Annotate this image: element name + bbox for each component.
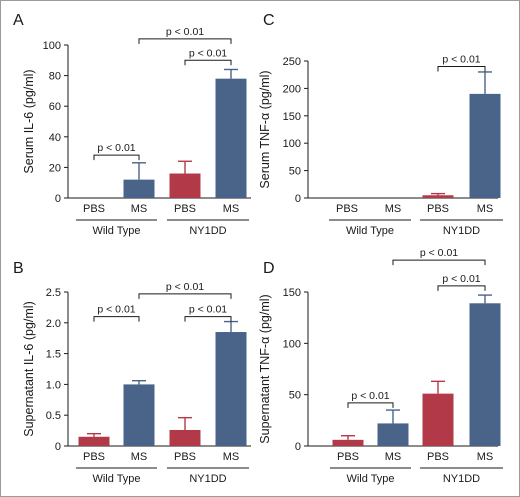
panel-a-significance-bracket [93, 154, 140, 161]
panel-a-category-label: MS [131, 203, 148, 215]
panel-d-category-label: MS [385, 451, 402, 463]
panel-c-bar-3 [422, 195, 454, 198]
panel-b-category-label: MS [131, 451, 148, 463]
panel-c-group-label: Wild Type [346, 225, 394, 237]
panel-b-significance-label: p < 0.01 [166, 281, 204, 293]
panel-a-y-tick-label: 20 [49, 162, 61, 174]
panel-d-bar-4 [469, 303, 501, 446]
panel-b-y-tick-label: 1.0 [46, 379, 61, 391]
panel-c-category-label: MS [477, 203, 494, 215]
panel-c-y-tick-label: 100 [283, 138, 301, 150]
panel-d-letter: D [263, 260, 275, 277]
panel-a-bar-2 [123, 179, 155, 198]
panel-a-group-label: Wild Type [92, 225, 140, 237]
panel-c-y-axis-label: Serum TNF-α (pg/ml) [258, 70, 272, 188]
panel-a-significance-bracket [184, 59, 232, 66]
panel-c-y-tick-label: 0 [295, 193, 301, 205]
panel-d-bar-2 [377, 423, 409, 446]
panel-a-significance-bracket [138, 38, 232, 44]
panel-d-category-label: PBS [337, 451, 359, 463]
panel-d-group-label: Wild Type [346, 473, 394, 485]
panel-d-significance-bracket [392, 259, 486, 266]
panel-b-significance-bracket [138, 293, 232, 299]
panel-d-category-label: PBS [427, 451, 449, 463]
panel-c-y-tick-label: 50 [289, 166, 301, 178]
panel-b-bar-4 [215, 332, 247, 446]
panel-c-y-tick-label: 200 [283, 83, 301, 95]
panel-b-y-axis-label: Supernatant IL-6 (pg/ml) [22, 301, 36, 437]
panel-b-category-label: PBS [174, 451, 196, 463]
panel-a-y-tick-label: 40 [49, 132, 61, 144]
panel-b-y-tick-label: 2.0 [46, 318, 61, 330]
panel-d-y-tick-label: 50 [289, 390, 301, 402]
panel-c-letter: C [263, 12, 275, 29]
panel-a-bar-3 [169, 173, 201, 198]
panel-a-category-label: MS [223, 203, 240, 215]
panel-b-significance-label: p < 0.01 [189, 304, 227, 316]
panel-d-y-tick-label: 100 [283, 338, 301, 350]
panel-d-significance-label: p < 0.01 [351, 390, 389, 402]
panel-a-y-tick-label: 80 [49, 71, 61, 83]
panel-a-category-label: PBS [83, 203, 105, 215]
panel-d-bar-3 [422, 393, 454, 446]
panel-b-significance-bracket [93, 316, 140, 322]
panel-a-significance-label: p < 0.01 [166, 26, 204, 38]
panel-c-category-label: PBS [336, 203, 358, 215]
panel-c-y-tick-label: 250 [283, 56, 301, 68]
panel-a-group-label: NY1DD [189, 225, 226, 237]
panel-a-significance-label: p < 0.01 [97, 142, 135, 154]
panel-b-letter: B [13, 260, 24, 277]
panel-b-group-label: NY1DD [189, 473, 226, 485]
panel-b-significance-label: p < 0.01 [97, 304, 135, 316]
panel-d-group-label: NY1DD [443, 473, 480, 485]
panel-b-y-tick-label: 1.5 [46, 349, 61, 361]
panel-a-bar-4 [215, 78, 247, 198]
panel-d: D 0 50 100 150 Supernatant TNF-α (pg/ml) PBS MS… [258, 247, 503, 485]
panel-c-category-label: MS [385, 203, 402, 215]
panel-a-y-tick-label: 60 [49, 101, 61, 113]
panel-a-category-label: PBS [174, 203, 196, 215]
panel-d-y-tick-label: 0 [295, 441, 301, 453]
panel-d-y-tick-label: 150 [283, 287, 301, 299]
panel-c-significance-bracket [437, 65, 486, 72]
panel-d-significance-label: p < 0.01 [442, 273, 480, 285]
panel-c-category-label: PBS [427, 203, 449, 215]
panel-a-letter: A [13, 12, 24, 29]
panel-b-bar-3 [169, 429, 201, 446]
panel-b-bar-1 [78, 436, 110, 446]
panel-b-y-tick-label: 0 [55, 441, 61, 453]
panel-d-significance-label: p < 0.01 [420, 247, 458, 259]
panel-c: C 0 50 100 150 200 250 Serum TNF-α (pg/ml) PBS MS… [258, 12, 503, 237]
panel-c-y-tick-label: 150 [283, 111, 301, 123]
panel-b-category-label: PBS [83, 451, 105, 463]
panel-d-significance-bracket [347, 402, 394, 408]
panel-b-group-label: Wild Type [92, 473, 140, 485]
panel-a: A 0 20 40 60 80 100 Serum IL-6 (pg/ml) PBS MS PBS M… [13, 12, 251, 237]
panel-b-bar-2 [123, 384, 155, 446]
panel-d-y-axis-label: Supernatant TNF-α (pg/ml) [258, 294, 272, 443]
panel-d-category-label: MS [477, 451, 494, 463]
panel-b: B 0 0.5 1.0 1.5 2.0 2.5 Supernatant IL-6 (pg/ml… [13, 260, 251, 485]
panel-a-y-tick-label: 0 [55, 193, 61, 205]
panel-a-y-axis-label: Serum IL-6 (pg/ml) [22, 69, 36, 173]
panel-c-group-label: NY1DD [443, 225, 480, 237]
panel-a-significance-label: p < 0.01 [189, 47, 227, 59]
panel-b-y-tick-label: 0.5 [46, 410, 61, 422]
panel-b-significance-bracket [184, 316, 232, 322]
panel-c-bar-4 [469, 93, 501, 198]
panel-b-category-label: MS [223, 451, 240, 463]
panel-d-bar-1 [332, 439, 364, 446]
panel-a-y-tick-label: 100 [43, 40, 61, 52]
panel-d-significance-bracket [437, 285, 486, 291]
panel-c-significance-label: p < 0.01 [442, 53, 480, 65]
panel-b-y-tick-label: 2.5 [46, 287, 61, 299]
